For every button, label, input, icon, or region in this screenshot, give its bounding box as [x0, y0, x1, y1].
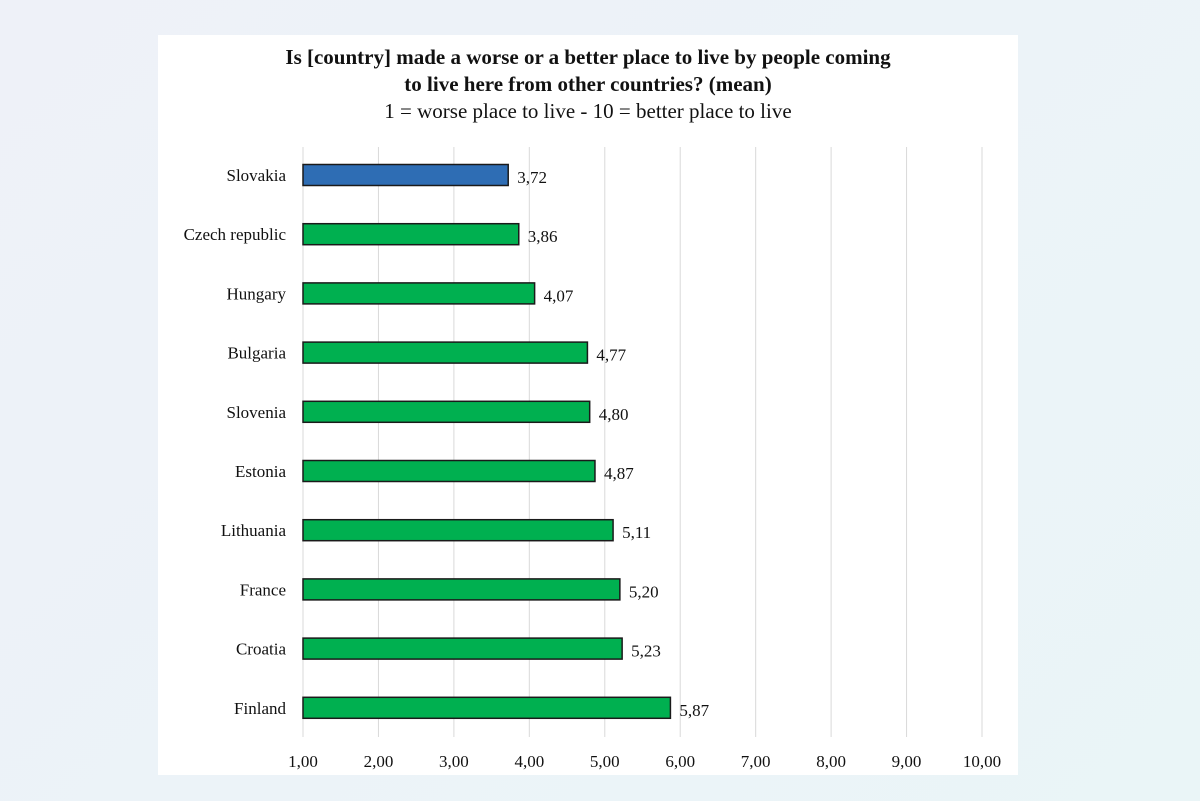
chart-title-line-1: Is [country] made a worse or a better pl… [285, 45, 891, 69]
bar [302, 518, 614, 542]
data-label: 4,80 [599, 405, 629, 424]
x-tick-label: 1,00 [288, 752, 318, 771]
bar [302, 222, 520, 246]
x-tick-label: 7,00 [741, 752, 771, 771]
data-label: 4,87 [604, 464, 634, 483]
bar [302, 163, 509, 187]
category-label: Czech republic [184, 225, 287, 244]
x-tick-label: 9,00 [892, 752, 922, 771]
data-label: 4,07 [544, 286, 574, 305]
chart-subtitle: 1 = worse place to live - 10 = better pl… [384, 99, 792, 123]
category-label: Estonia [235, 462, 286, 481]
data-label: 5,20 [629, 582, 659, 601]
data-label: 4,77 [596, 346, 626, 365]
x-tick-label: 2,00 [364, 752, 394, 771]
x-tick-label: 8,00 [816, 752, 846, 771]
x-tick-label: 4,00 [514, 752, 544, 771]
data-label: 3,72 [517, 168, 547, 187]
chart-panel: Is [country] made a worse or a better pl… [158, 35, 1018, 775]
bar [302, 341, 589, 364]
bar [302, 459, 596, 483]
data-label: 5,23 [631, 642, 661, 661]
x-tick-label: 3,00 [439, 752, 469, 771]
category-label: Slovenia [227, 403, 287, 422]
data-label: 3,86 [528, 227, 558, 246]
category-label: Lithuania [221, 521, 287, 540]
bar [302, 400, 591, 424]
x-tick-label: 5,00 [590, 752, 620, 771]
bar [302, 282, 536, 305]
category-label: Finland [234, 699, 286, 718]
bar [302, 578, 621, 601]
x-tick-label: 10,00 [963, 752, 1001, 771]
category-label: Hungary [227, 284, 287, 303]
chart-title-line-2: to live here from other countries? (mean… [404, 72, 772, 96]
x-tick-label: 6,00 [665, 752, 695, 771]
category-label: Slovakia [227, 166, 287, 185]
bar [302, 696, 672, 720]
bar-chart: 1,00 2,00 3,00 4,00 5,00 6,00 7,00 8,00 9,00 10,0… [184, 147, 1001, 771]
data-label: 5,87 [679, 701, 709, 720]
data-label: 5,11 [622, 523, 651, 542]
category-label: Croatia [236, 640, 286, 659]
bar [302, 637, 623, 660]
category-label: France [240, 580, 286, 599]
category-label: Bulgaria [227, 344, 286, 363]
